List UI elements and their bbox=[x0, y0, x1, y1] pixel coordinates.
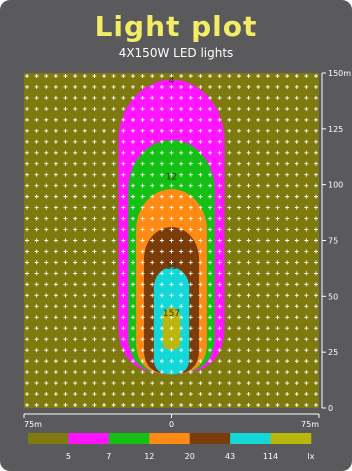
y-tick-label-4: 100 bbox=[328, 181, 343, 190]
y-tick-label-6: 150m bbox=[328, 69, 351, 78]
y-tick-label-5: 125 bbox=[328, 125, 343, 134]
x-tick-label-0: 75m bbox=[24, 420, 42, 429]
measurement-grid bbox=[25, 74, 318, 407]
legend-label-2: 7 bbox=[106, 452, 111, 461]
legend-label-6: 114 bbox=[263, 452, 278, 461]
x-tick-label-2: 75m bbox=[301, 420, 319, 429]
y-tick-label-0: 0 bbox=[328, 404, 333, 413]
legend-swatch-6 bbox=[270, 433, 312, 444]
value-label-3: 157 bbox=[163, 309, 180, 319]
value-label-1: 12 bbox=[166, 173, 177, 183]
y-tick-label-1: 25 bbox=[328, 348, 338, 357]
legend-unit-label: lx bbox=[308, 452, 315, 461]
legend-swatch-4 bbox=[189, 433, 231, 444]
legend-swatch-2 bbox=[108, 433, 150, 444]
page-subtitle: 4X150W LED lights bbox=[118, 46, 234, 60]
legend-swatch-3 bbox=[149, 433, 191, 444]
y-tick-label-2: 50 bbox=[328, 292, 338, 301]
value-label-0: 4 bbox=[169, 77, 175, 87]
page-title: Light plot bbox=[94, 10, 258, 43]
legend-swatch-1 bbox=[68, 433, 110, 444]
x-tick-label-1: 0 bbox=[169, 420, 174, 429]
y-tick-label-3: 75 bbox=[328, 237, 338, 246]
legend-label-5: 43 bbox=[225, 452, 235, 461]
legend-swatch-5 bbox=[230, 433, 271, 444]
legend-label-1: 5 bbox=[66, 452, 71, 461]
value-label-2: 33 bbox=[166, 262, 177, 272]
legend-label-3: 12 bbox=[144, 452, 154, 461]
legend-swatch-0 bbox=[28, 433, 69, 444]
legend-label-4: 20 bbox=[185, 452, 195, 461]
